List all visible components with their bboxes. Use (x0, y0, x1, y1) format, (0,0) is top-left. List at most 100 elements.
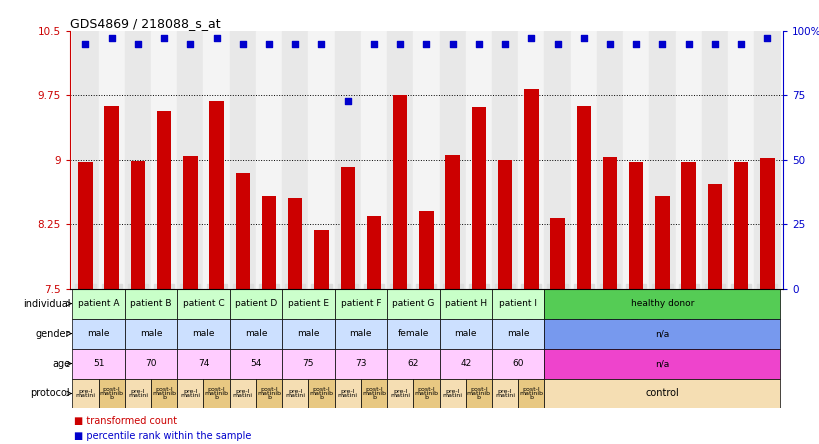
Text: pre-I
matini: pre-I matini (495, 389, 514, 398)
Point (131, 40, 144, 48)
Bar (387, 378, 413, 408)
Text: 51: 51 (93, 359, 104, 368)
Bar (98, 31, 124, 289)
Bar (413, 31, 439, 289)
Bar (491, 378, 518, 408)
Bar (72, 349, 124, 378)
Bar (282, 289, 334, 319)
Text: male: male (296, 329, 319, 338)
Bar (124, 319, 177, 349)
Point (314, 40, 328, 48)
Bar (72, 31, 98, 289)
Bar (177, 349, 229, 378)
Bar (491, 31, 518, 289)
Bar (203, 31, 229, 289)
Point (734, 40, 747, 48)
Text: female: female (397, 329, 428, 338)
Bar (439, 319, 491, 349)
Bar (439, 289, 491, 319)
Bar (360, 31, 387, 289)
Bar (392, 95, 407, 289)
Point (183, 40, 197, 48)
Bar (229, 289, 282, 319)
Text: pre-I
matini: pre-I matini (337, 389, 357, 398)
Bar (229, 349, 282, 378)
Bar (622, 31, 649, 289)
Text: n/a: n/a (654, 329, 669, 338)
Bar (72, 319, 124, 349)
Bar (177, 31, 203, 289)
Point (472, 40, 485, 48)
Text: post-I
matinib
b: post-I matinib b (414, 387, 438, 400)
Point (105, 34, 118, 41)
Point (550, 40, 563, 48)
Text: male: male (139, 329, 162, 338)
Text: patient C: patient C (183, 299, 224, 308)
Text: 75: 75 (302, 359, 314, 368)
Text: post-I
matinib
b: post-I matinib b (518, 387, 543, 400)
Bar (156, 111, 171, 289)
Bar (544, 349, 780, 378)
Text: 70: 70 (145, 359, 156, 368)
Bar (387, 349, 439, 378)
Bar (602, 157, 617, 289)
Bar (570, 31, 596, 289)
Point (577, 34, 590, 41)
Bar (334, 31, 360, 289)
Bar (419, 211, 433, 289)
Bar (675, 31, 701, 289)
Bar (413, 378, 439, 408)
Bar (360, 378, 387, 408)
Text: n/a: n/a (654, 359, 669, 368)
Text: male: male (244, 329, 267, 338)
Text: pre-I
matini: pre-I matini (233, 389, 252, 398)
Text: 42: 42 (459, 359, 471, 368)
Text: gender: gender (36, 329, 70, 339)
Bar (387, 289, 439, 319)
Bar (518, 378, 544, 408)
Bar (491, 349, 544, 378)
Bar (177, 378, 203, 408)
Bar (465, 378, 491, 408)
Point (419, 40, 432, 48)
Bar (544, 378, 780, 408)
Bar (649, 31, 675, 289)
Text: pre-I
matini: pre-I matini (390, 389, 410, 398)
Text: patient D: patient D (234, 299, 277, 308)
Bar (340, 166, 355, 289)
Text: pre-I
matini: pre-I matini (180, 389, 200, 398)
Text: ■ percentile rank within the sample: ■ percentile rank within the sample (74, 431, 251, 441)
Bar (596, 31, 622, 289)
Text: age: age (52, 358, 70, 369)
Text: pre-I
matini: pre-I matini (442, 389, 462, 398)
Text: male: male (349, 329, 372, 338)
Bar (72, 378, 98, 408)
Bar (497, 160, 512, 289)
Text: male: male (87, 329, 110, 338)
Bar (491, 319, 544, 349)
Bar (387, 319, 439, 349)
Bar (491, 289, 544, 319)
Point (262, 40, 275, 48)
Bar (544, 31, 570, 289)
Bar (124, 289, 177, 319)
Bar (759, 158, 774, 289)
Bar (334, 349, 387, 378)
Bar (72, 289, 124, 319)
Text: post-I
matinib
b: post-I matinib b (256, 387, 281, 400)
Bar (124, 349, 177, 378)
Bar (235, 173, 250, 289)
Bar (308, 31, 334, 289)
Bar (151, 31, 177, 289)
Text: male: male (454, 329, 477, 338)
Bar (229, 31, 256, 289)
Text: post-I
matinib
b: post-I matinib b (309, 387, 333, 400)
Bar (471, 107, 486, 289)
Point (341, 98, 354, 105)
Bar (282, 378, 308, 408)
Text: post-I
matinib
b: post-I matinib b (466, 387, 491, 400)
Text: male: male (192, 329, 215, 338)
Point (367, 40, 380, 48)
Bar (387, 31, 413, 289)
Text: post-I
matinib
b: post-I matinib b (204, 387, 229, 400)
